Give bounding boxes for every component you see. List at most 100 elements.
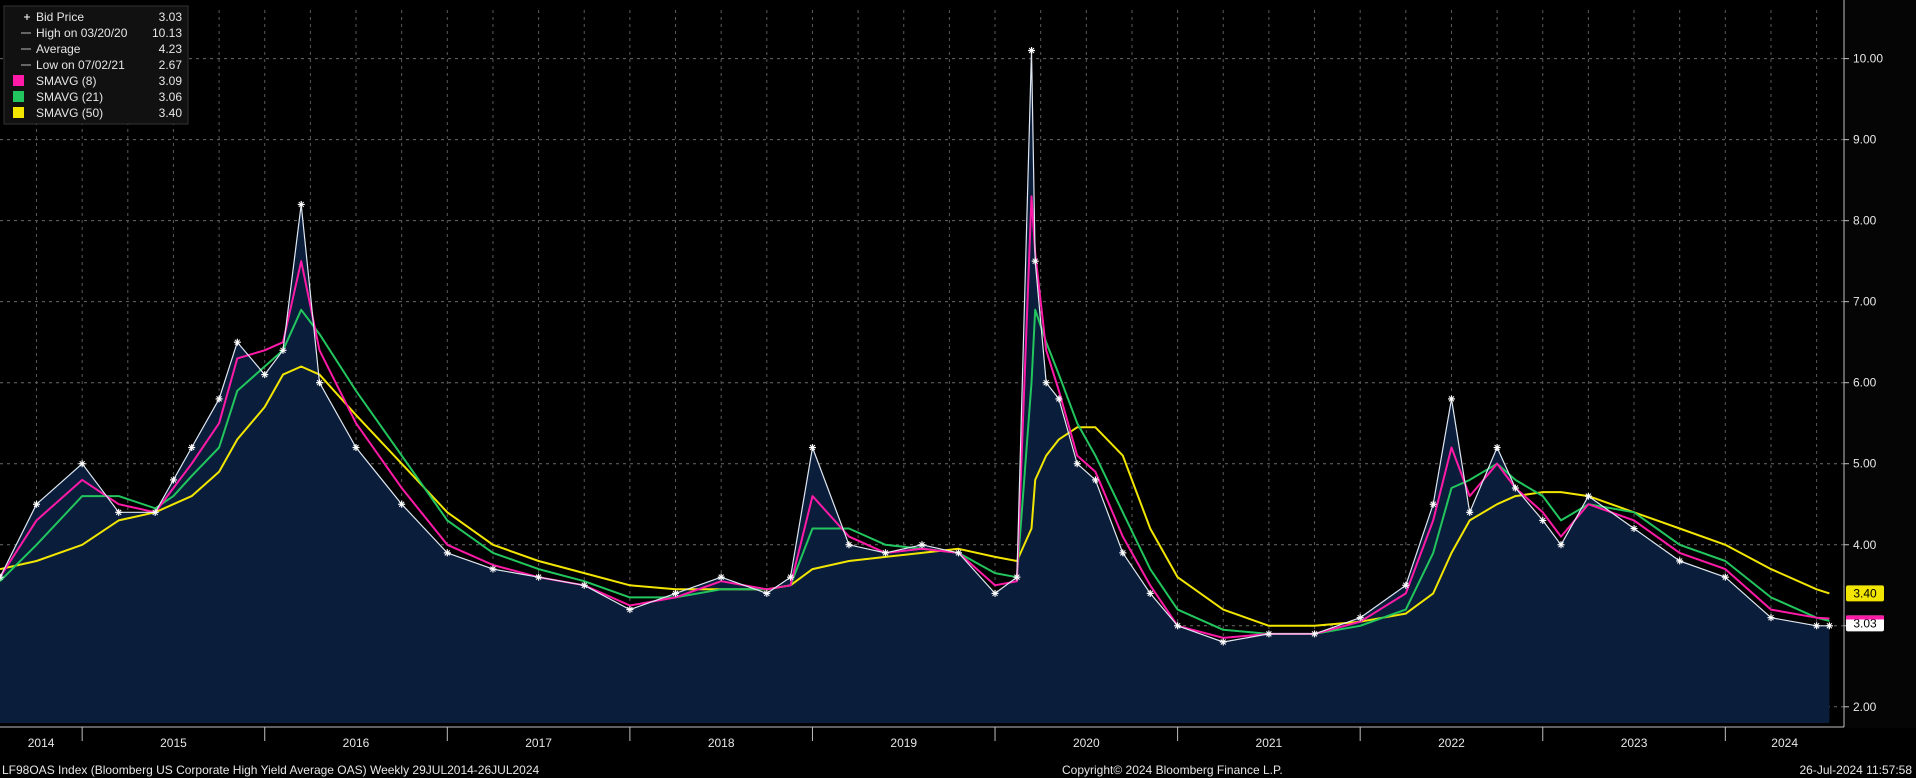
marker-stroke <box>1494 444 1500 451</box>
y-tick-label: 7.00 <box>1853 295 1877 309</box>
data-point <box>188 444 196 452</box>
marker-stroke <box>882 549 889 556</box>
x-tick-label: 2016 <box>343 736 370 750</box>
data-point <box>881 549 889 557</box>
data-point <box>151 508 159 516</box>
data-point <box>1028 47 1036 55</box>
data-point <box>991 589 999 597</box>
data-point <box>763 589 771 597</box>
legend-value: 2.67 <box>159 58 183 72</box>
marker-stroke <box>0 576 3 581</box>
data-point <box>1584 492 1592 500</box>
marker-stroke <box>170 477 177 483</box>
marker-stroke <box>672 590 679 597</box>
marker-stroke <box>1466 509 1473 516</box>
legend-label: Bid Price <box>36 10 84 24</box>
marker-stroke <box>535 574 542 581</box>
data-point <box>115 508 123 516</box>
x-tick-label: 2023 <box>1621 736 1648 750</box>
x-tick-label: 2020 <box>1073 736 1100 750</box>
marker-stroke <box>1266 631 1272 637</box>
data-point <box>1447 395 1455 403</box>
marker-stroke <box>1220 639 1227 645</box>
data-point <box>1013 573 1021 581</box>
legend-label: SMAVG (8) <box>36 74 96 88</box>
marker-stroke <box>1357 614 1364 621</box>
data-point <box>1493 444 1501 452</box>
marker-stroke <box>1813 622 1820 629</box>
marker-stroke <box>1028 47 1035 54</box>
legend-value: 4.23 <box>159 42 183 56</box>
legend-label: High on 03/20/20 <box>36 26 128 40</box>
marker-stroke <box>787 574 794 581</box>
data-point <box>1219 638 1227 646</box>
data-point <box>1091 476 1099 484</box>
marker-stroke <box>1043 379 1050 386</box>
marker-stroke <box>0 574 3 578</box>
data-point <box>1825 622 1833 630</box>
legend-value: 3.06 <box>159 90 183 104</box>
series-line-smavg-21 <box>0 308 1830 635</box>
y-tick-label: 5.00 <box>1853 457 1877 471</box>
marker-stroke <box>718 574 725 581</box>
marker-stroke <box>298 201 305 208</box>
last-value-sma50-label-box <box>1846 585 1884 602</box>
marker-stroke <box>1311 631 1318 637</box>
data-point <box>33 500 41 508</box>
marker-stroke <box>992 590 998 597</box>
y-axis-panel <box>1844 0 1916 728</box>
marker-stroke <box>1147 590 1154 597</box>
data-point <box>787 573 795 581</box>
data-point <box>215 395 223 403</box>
marker-stroke <box>1558 541 1564 548</box>
marker-stroke <box>1032 258 1039 265</box>
data-point <box>626 606 634 614</box>
footer-timestamp: 26-Jul-2024 11:57:58 <box>1799 763 1912 777</box>
data-point <box>1356 614 1364 622</box>
data-point <box>1311 630 1319 638</box>
legend-value: 3.09 <box>159 74 183 88</box>
data-point <box>261 371 269 379</box>
marker-stroke <box>490 566 496 572</box>
marker-stroke <box>1174 622 1181 629</box>
data-point <box>1630 525 1638 533</box>
data-point <box>1557 541 1565 549</box>
legend-label: Average <box>36 42 81 56</box>
legend-swatch <box>13 91 24 102</box>
data-point <box>1055 395 1063 403</box>
data-point <box>1721 573 1729 581</box>
data-point <box>1429 500 1437 508</box>
data-point <box>1073 460 1081 468</box>
marker-stroke <box>261 371 268 378</box>
data-point <box>398 500 406 508</box>
series-group <box>0 49 1830 643</box>
marker-stroke <box>581 582 588 589</box>
legend-background <box>3 5 189 125</box>
data-point <box>1042 379 1050 387</box>
marker-stroke <box>115 509 122 516</box>
data-point <box>1402 581 1410 589</box>
price-area <box>0 50 1830 723</box>
x-tick-labels: 2014 2015 2016 2017 2018 2019 2020 2021 2022 2023… <box>28 727 1798 750</box>
data-point <box>352 444 360 452</box>
data-point <box>672 589 680 597</box>
x-tick-label: 2021 <box>1256 736 1283 750</box>
x-tick-label: 2024 <box>1771 736 1798 750</box>
data-point <box>535 573 543 581</box>
marker-stroke <box>1430 501 1437 508</box>
data-point <box>316 379 324 387</box>
marker-stroke <box>1768 614 1774 621</box>
marker-stroke <box>444 549 451 556</box>
y-tick-label: 6.00 <box>1853 376 1877 390</box>
data-point <box>1466 508 1474 516</box>
marker-stroke <box>280 347 286 354</box>
data-point <box>279 346 287 354</box>
data-point <box>580 581 588 589</box>
footer-source: LF98OAS Index (Bloomberg US Corporate Hi… <box>2 763 540 777</box>
marker-stroke <box>955 549 962 556</box>
marker-stroke <box>216 396 222 402</box>
marker-stroke <box>398 501 405 508</box>
data-point <box>1813 622 1821 630</box>
marker-stroke <box>188 444 195 451</box>
